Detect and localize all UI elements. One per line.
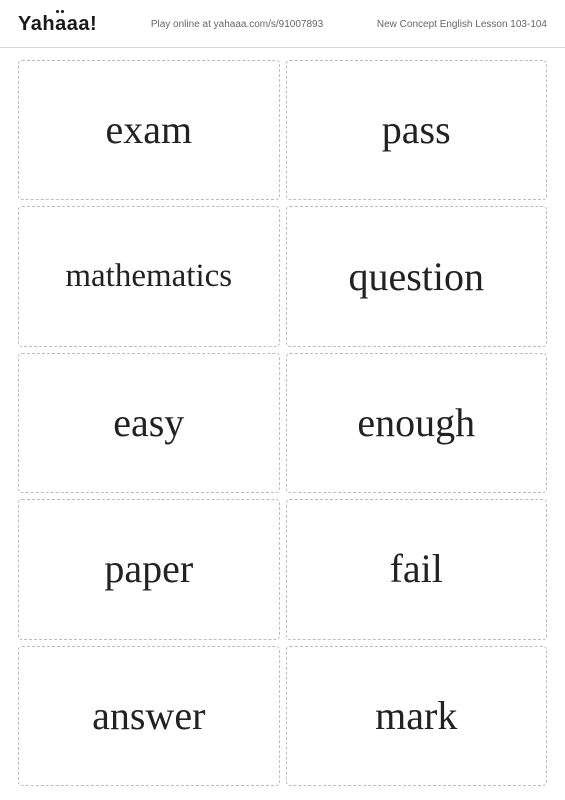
flashcard-word: enough — [353, 403, 479, 443]
logo-dots — [56, 10, 64, 13]
header: Yahaaa! Play online at yahaaa.com/s/9100… — [0, 0, 565, 48]
flashcard-word: mark — [371, 696, 461, 736]
flashcard: pass — [286, 60, 548, 200]
flashcard: answer — [18, 646, 280, 786]
flashcard: mathematics — [18, 206, 280, 346]
flashcard-grid: exam pass mathematics question easy enou… — [0, 48, 565, 800]
logo-text: Yahaaa! — [18, 13, 97, 36]
flashcard: enough — [286, 353, 548, 493]
flashcard: fail — [286, 499, 548, 639]
flashcard-word: mathematics — [61, 260, 236, 293]
flashcard-word: pass — [378, 110, 455, 150]
play-url: Play online at yahaaa.com/s/91007893 — [97, 19, 377, 30]
flashcard: question — [286, 206, 548, 346]
flashcard-word: answer — [88, 696, 209, 736]
flashcard: exam — [18, 60, 280, 200]
flashcard-word: paper — [100, 549, 197, 589]
flashcard-word: question — [344, 257, 488, 297]
flashcard: mark — [286, 646, 548, 786]
flashcard: paper — [18, 499, 280, 639]
flashcard-word: exam — [101, 110, 196, 150]
logo: Yahaaa! — [18, 13, 97, 36]
lesson-title: New Concept English Lesson 103-104 — [377, 19, 547, 30]
flashcard-word: fail — [386, 549, 447, 589]
flashcard: easy — [18, 353, 280, 493]
flashcard-word: easy — [109, 403, 188, 443]
